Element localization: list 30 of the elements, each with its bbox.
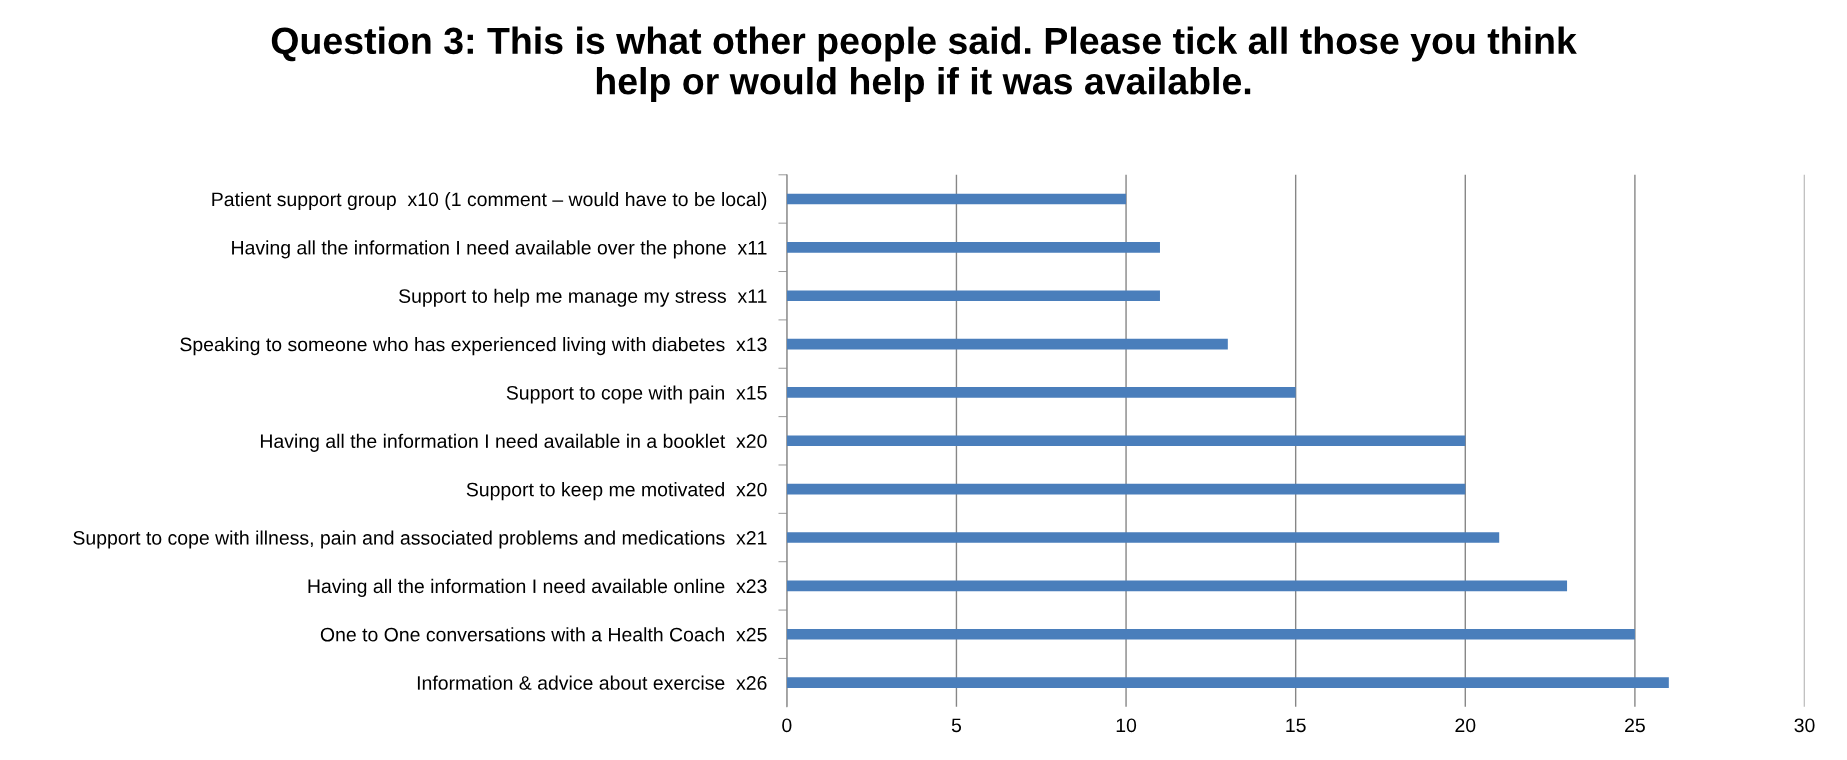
x-tick-label: 10 — [1116, 718, 1137, 733]
bar — [786, 580, 1568, 592]
bar — [786, 435, 1466, 447]
y-tick-label: Support to help me manage my stress x11 — [399, 288, 767, 307]
y-tick-label: Support to cope with illness, pain and associated problems and medications x21 — [73, 530, 767, 549]
chart-title: Question 3: This is what other people said. Please tick all those you think help or would help if it was available. — [271, 26, 1577, 102]
bar — [786, 483, 1466, 495]
bar — [786, 532, 1500, 543]
x-tick-label: 30 — [1794, 718, 1815, 733]
y-tick-label: Support to cope with pain x15 — [506, 385, 767, 404]
bar — [786, 338, 1228, 350]
y-tick-label: Having all the information I need available over the phone x11 — [232, 240, 767, 259]
bar — [786, 387, 1296, 398]
bar — [786, 193, 1127, 205]
y-tick-label: Support to keep me motivated x20 — [466, 482, 767, 501]
y-tick-label: Having all the information I need available online x23 — [308, 578, 767, 597]
y-tick-label: Patient support group x10 (1 comment – would have to be local) — [212, 191, 767, 211]
bar — [786, 677, 1669, 688]
y-tick-label: One to One conversations with a Health Coach x25 — [320, 627, 767, 642]
bar — [786, 628, 1635, 640]
x-tick-label: 0 — [782, 718, 792, 733]
x-tick-label: 5 — [951, 718, 962, 733]
x-tick-label: 25 — [1625, 718, 1645, 733]
bar — [786, 290, 1160, 302]
x-tick-label: 15 — [1286, 718, 1306, 733]
x-tick-label: 20 — [1455, 718, 1476, 733]
bar — [786, 242, 1160, 253]
y-tick-label: Information & advice about exercise x26 — [417, 675, 767, 690]
y-tick-label: Having all the information I need available in a booklet x20 — [260, 433, 767, 452]
y-tick-label: Speaking to someone who has experienced living with diabetes x13 — [180, 337, 767, 356]
